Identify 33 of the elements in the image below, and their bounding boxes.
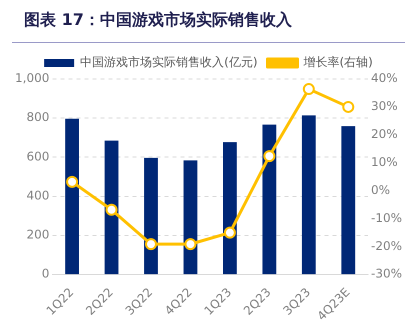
point xyxy=(144,238,157,250)
y2-tick-label: -10% xyxy=(371,210,402,225)
y2-tick-label: -30% xyxy=(371,266,402,281)
bar xyxy=(144,158,158,274)
point xyxy=(106,204,118,216)
bar xyxy=(104,140,118,274)
bar xyxy=(302,115,316,274)
y-tick-label: 400 xyxy=(26,188,50,202)
y-tick-label: 1,000 xyxy=(14,71,50,86)
chart-title: 图表 17：中国游戏市场实际销售收入 xyxy=(23,9,293,31)
y2-tick-label: 30% xyxy=(371,99,398,114)
bar xyxy=(184,160,198,274)
bar xyxy=(262,124,276,274)
y-tick-label: 800 xyxy=(26,110,50,124)
point xyxy=(342,100,354,113)
bar xyxy=(65,118,79,274)
y2-tick-label: 20% xyxy=(371,127,398,142)
point xyxy=(302,83,315,96)
bar xyxy=(223,142,237,274)
point xyxy=(66,176,78,188)
y2-tick-label: 10% xyxy=(371,154,398,169)
y-tick-label: 600 xyxy=(26,149,50,164)
y-tick-label: 200 xyxy=(26,228,50,242)
y2-tick-label: -20% xyxy=(371,238,402,253)
point xyxy=(263,150,276,162)
point xyxy=(224,226,236,239)
legend-label: 中国游戏市场实际销售收入(亿元) xyxy=(80,55,258,70)
y-tick-label: 0 xyxy=(42,266,50,281)
y2-tick-label: 0% xyxy=(371,182,390,197)
point xyxy=(184,238,196,250)
bar xyxy=(341,126,356,274)
y2-tick-label: 40% xyxy=(371,71,398,86)
legend-label: 增长率(右轴) xyxy=(302,55,373,70)
